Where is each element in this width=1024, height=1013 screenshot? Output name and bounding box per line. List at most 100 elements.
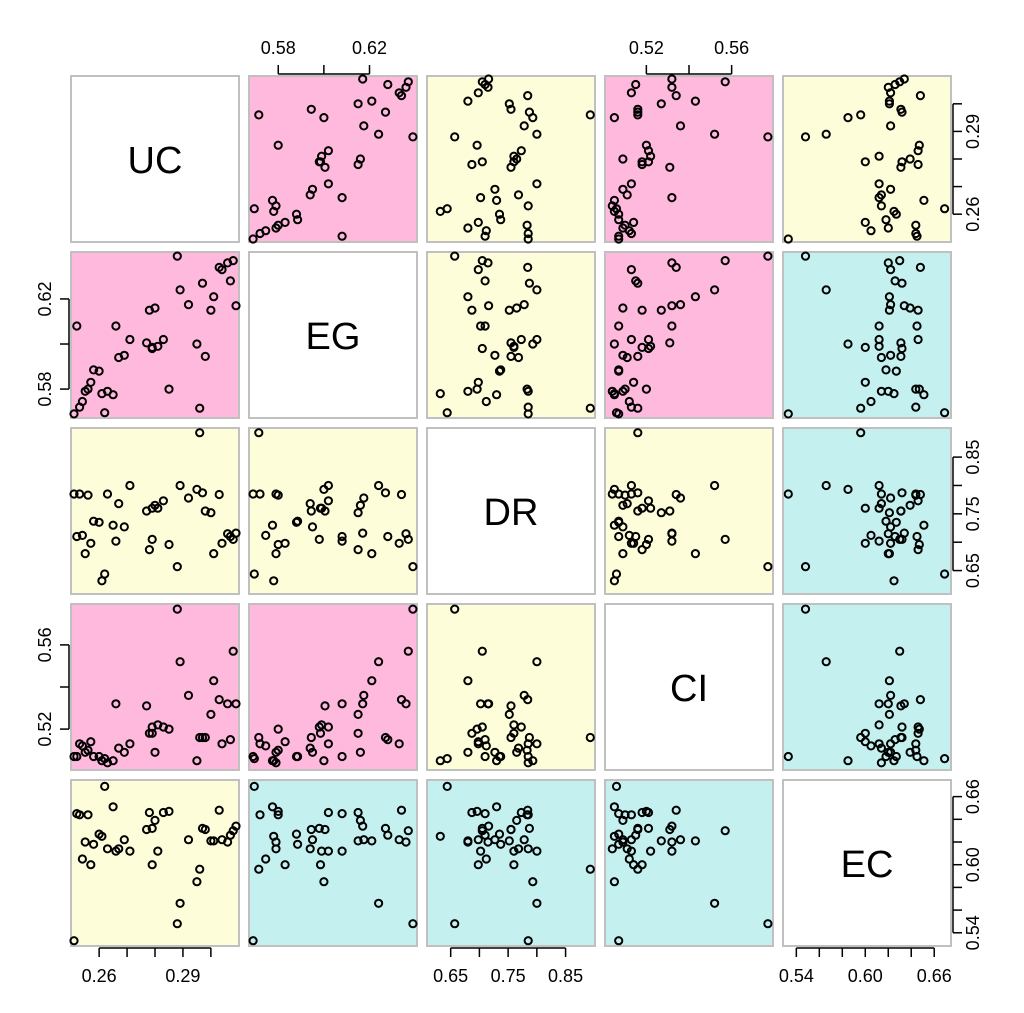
data-point (337, 193, 347, 203)
data-point (866, 741, 876, 751)
data-point (450, 919, 460, 929)
data-point (353, 508, 363, 518)
data-point (618, 549, 628, 559)
data-point (367, 96, 377, 106)
data-point (183, 493, 194, 503)
data-point (80, 549, 90, 559)
data-point (291, 209, 302, 219)
data-point (512, 815, 522, 826)
data-point (144, 807, 154, 818)
data-point (158, 334, 168, 345)
data-point (337, 751, 347, 762)
data-point (611, 569, 622, 579)
data-point (473, 265, 483, 275)
data-point (86, 538, 96, 548)
data-point (896, 338, 906, 348)
data-point (358, 528, 368, 538)
data-point (633, 488, 643, 498)
data-point (911, 228, 921, 239)
tick-label: 0.65 (963, 553, 983, 588)
data-point (874, 536, 884, 546)
data-point (200, 824, 210, 835)
data-point (89, 365, 99, 375)
data-point (249, 569, 259, 579)
data-point (522, 745, 532, 755)
data-point (183, 835, 194, 845)
data-point (374, 898, 384, 908)
data-point (323, 146, 333, 156)
data-point (317, 503, 327, 513)
data-point (631, 531, 641, 542)
data-point (209, 292, 219, 302)
panel-frame (782, 603, 952, 771)
data-point (523, 402, 533, 412)
data-point (876, 386, 887, 396)
data-point (353, 807, 363, 818)
tick-label: 0.62 (35, 281, 55, 316)
data-point (884, 709, 895, 720)
data-point (492, 756, 502, 766)
data-point (496, 215, 506, 225)
data-point (874, 699, 884, 709)
data-point (710, 898, 720, 908)
data-point (656, 836, 666, 846)
tick-label: 0.60 (848, 966, 883, 986)
data-point (480, 809, 490, 819)
data-point (100, 781, 110, 792)
data-point (881, 516, 891, 526)
data-point (231, 528, 241, 538)
data-point (108, 802, 118, 812)
data-point (374, 480, 384, 491)
data-point (307, 184, 318, 194)
data-point (843, 756, 853, 766)
data-point (225, 735, 235, 745)
data-point (380, 107, 391, 117)
data-point (217, 265, 227, 275)
data-point (484, 301, 494, 311)
data-point (524, 823, 535, 834)
tick-label: 0.54 (779, 966, 814, 986)
data-point (886, 350, 896, 360)
data-point (183, 300, 194, 310)
data-point (690, 836, 701, 846)
data-point (192, 756, 202, 766)
data-point (119, 350, 129, 360)
data-point (480, 735, 490, 745)
data-point (897, 722, 907, 732)
data-point (585, 403, 595, 413)
data-point (618, 154, 628, 164)
data-point (164, 806, 174, 817)
data-point (396, 805, 407, 815)
data-point (915, 695, 926, 705)
data-point (585, 864, 595, 874)
data-point (512, 747, 522, 757)
data-point (633, 104, 643, 114)
x-axis-dr: 0.65 0.75 0.85 (433, 947, 583, 986)
data-point (890, 276, 900, 286)
data-point (641, 384, 652, 394)
data-point (172, 604, 182, 614)
data-point (231, 301, 241, 311)
y-axis-dr: 0.65 0.75 0.85 (952, 440, 983, 588)
data-point (671, 805, 681, 815)
data-point (496, 365, 506, 375)
data-point (618, 522, 628, 532)
data-point (293, 215, 303, 225)
data-point (609, 520, 620, 530)
y-axis-ec: 0.54 0.60 0.66 (952, 779, 983, 950)
data-point (899, 528, 909, 538)
data-point (319, 756, 329, 766)
data-point (273, 810, 283, 820)
data-point (895, 646, 905, 656)
data-point (183, 690, 194, 701)
data-point (206, 508, 216, 518)
data-point (519, 121, 529, 131)
data-point (876, 190, 887, 200)
data-point (675, 835, 686, 845)
data-point (614, 936, 624, 946)
data-point (293, 839, 303, 849)
data-point (614, 321, 624, 331)
data-point (484, 821, 494, 831)
tick-label: 0.52 (629, 38, 664, 58)
panel-dr-eg (248, 427, 418, 595)
